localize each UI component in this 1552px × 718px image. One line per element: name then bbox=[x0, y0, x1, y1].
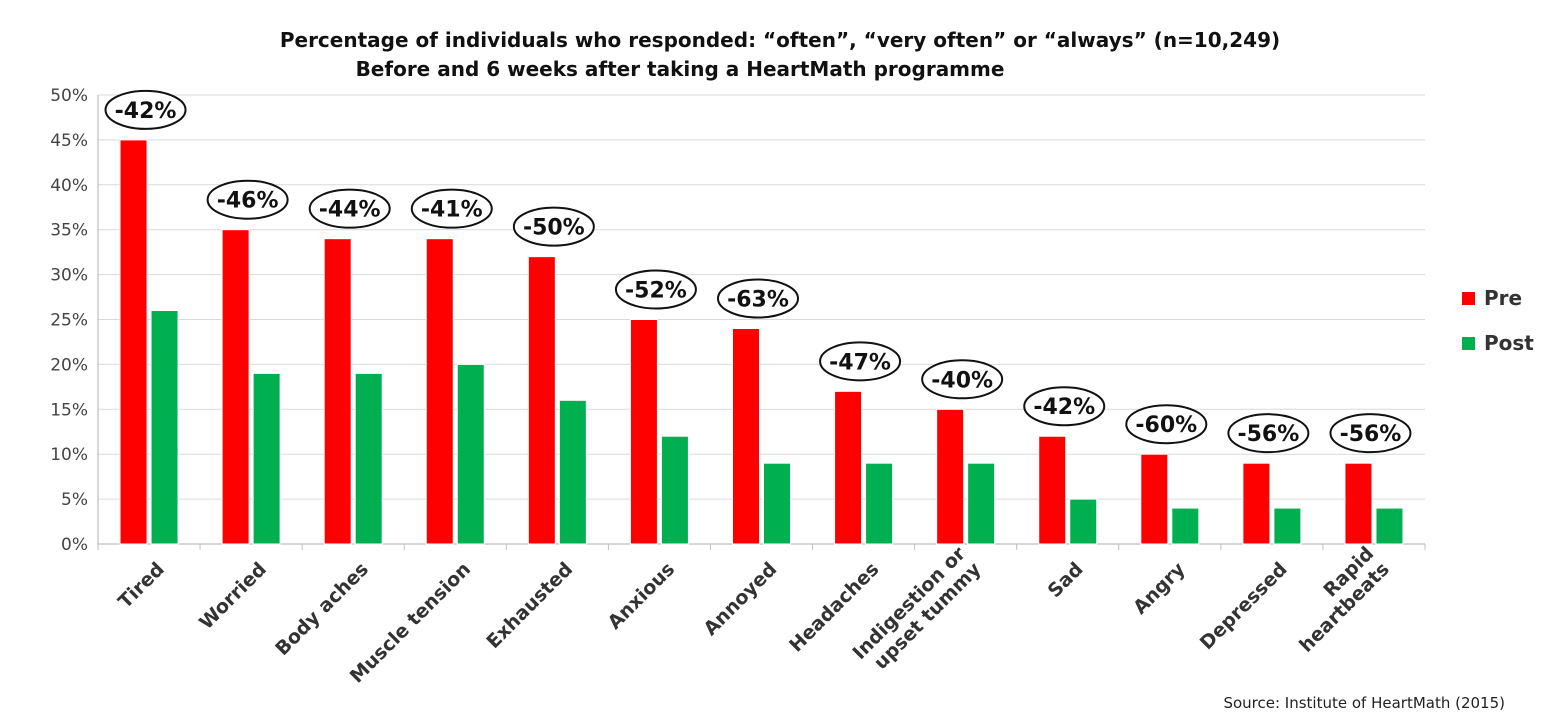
callout-ellipse bbox=[512, 206, 595, 247]
callout-ellipse bbox=[819, 341, 902, 382]
callout-ellipse bbox=[614, 269, 697, 310]
bar-post bbox=[763, 462, 791, 545]
callout-label: -56% bbox=[1237, 422, 1299, 447]
legend-label-pre: Pre bbox=[1484, 286, 1522, 310]
category-label: Angry bbox=[1129, 558, 1190, 619]
bar-post bbox=[252, 372, 281, 545]
y-tick-label: 45% bbox=[50, 131, 88, 151]
callout-label: -42% bbox=[1033, 395, 1095, 420]
y-tick-label: 30% bbox=[50, 266, 88, 286]
callout-label: -63% bbox=[727, 287, 789, 312]
y-tick-label: 25% bbox=[50, 311, 88, 331]
y-tick-label: 35% bbox=[50, 221, 88, 241]
category-label-line: Depressed bbox=[1196, 558, 1292, 654]
percent-change-callouts: -42% -46% -44% -41% -50% -52% -63% -47% -40% -42%… bbox=[104, 89, 1412, 454]
axes: 0% 5% 10% 15% 20% 25% 30% 35% 40% 45% 50% bbox=[50, 86, 1426, 555]
bar-pre bbox=[221, 229, 250, 545]
category-label: Depressed bbox=[1196, 558, 1292, 654]
callout-label: -47% bbox=[829, 350, 891, 375]
category-label: Body aches bbox=[271, 558, 373, 660]
source-note: Source: Institute of HeartMath (2015) bbox=[1223, 694, 1505, 712]
category-label-line: Body aches bbox=[271, 558, 373, 660]
category-label: Tired bbox=[114, 558, 169, 613]
category-label-line: Worried bbox=[195, 558, 271, 634]
bar-pre bbox=[834, 390, 863, 545]
y-tick-label: 0% bbox=[61, 535, 88, 555]
category-label: Anxious bbox=[604, 558, 680, 634]
bar-pre bbox=[119, 139, 148, 545]
category-label: Sad bbox=[1044, 558, 1088, 602]
bar-pre bbox=[323, 238, 352, 545]
bar-pre bbox=[527, 256, 556, 545]
bar-pre bbox=[732, 327, 760, 545]
y-tick-label: 15% bbox=[50, 400, 88, 420]
category-label-line: Angry bbox=[1129, 558, 1190, 619]
callout-ellipse bbox=[1227, 413, 1310, 454]
y-tick-label: 10% bbox=[50, 445, 88, 465]
bar-post bbox=[660, 435, 689, 545]
bar-pre bbox=[936, 408, 965, 545]
category-label-line: Sad bbox=[1044, 558, 1088, 602]
bar-pre bbox=[1344, 462, 1373, 545]
callout-ellipse bbox=[921, 359, 1004, 400]
callout-label: -42% bbox=[115, 99, 177, 124]
bar-post bbox=[1171, 507, 1200, 545]
callout-ellipse bbox=[1023, 386, 1106, 427]
bar-post bbox=[967, 462, 996, 545]
bars bbox=[119, 139, 1404, 545]
chart-subtitle: Before and 6 weeks after taking a HeartM… bbox=[356, 57, 1005, 81]
bar-post bbox=[150, 310, 179, 545]
y-tick-label: 20% bbox=[50, 355, 88, 375]
category-label-line: Anxious bbox=[604, 558, 680, 634]
gridlines bbox=[98, 94, 1425, 500]
bar-post bbox=[865, 462, 894, 545]
callout-ellipse bbox=[1125, 404, 1208, 445]
category-label: Annoyed bbox=[699, 558, 781, 640]
category-label: Exhausted bbox=[482, 558, 577, 653]
bar-post bbox=[456, 363, 485, 545]
legend-label-post: Post bbox=[1484, 331, 1534, 355]
legend: Pre Post bbox=[1462, 286, 1534, 355]
bar-post bbox=[1375, 507, 1404, 545]
bar-post bbox=[1273, 507, 1302, 545]
category-label-line: Annoyed bbox=[699, 558, 781, 640]
y-tick-label: 50% bbox=[50, 86, 88, 106]
callout-label: -60% bbox=[1135, 413, 1197, 438]
category-label-line: Exhausted bbox=[482, 558, 577, 653]
callout-ellipse bbox=[308, 188, 391, 229]
callout-label: -40% bbox=[931, 368, 993, 393]
bar-pre bbox=[1242, 462, 1271, 545]
callout-label: -46% bbox=[217, 189, 279, 214]
callout-ellipse bbox=[717, 278, 799, 319]
category-label: Worried bbox=[195, 558, 271, 634]
bar-post bbox=[558, 399, 587, 545]
callout-label: -56% bbox=[1340, 422, 1402, 447]
y-tick-label: 5% bbox=[61, 490, 88, 510]
y-tick-label: 40% bbox=[50, 176, 88, 196]
callout-ellipse bbox=[206, 179, 289, 220]
callout-label: -41% bbox=[421, 198, 483, 223]
legend-swatch-post bbox=[1462, 337, 1475, 350]
bar-post bbox=[354, 372, 383, 545]
callout-label: -52% bbox=[625, 279, 687, 304]
bar-pre bbox=[1038, 435, 1067, 545]
bar-post bbox=[1069, 498, 1098, 545]
bar-pre bbox=[629, 319, 658, 545]
callout-label: -44% bbox=[319, 198, 381, 223]
category-label: Rapidheartbeats bbox=[1280, 543, 1394, 657]
bar-pre bbox=[425, 238, 454, 545]
category-label-line: Tired bbox=[114, 558, 169, 613]
callout-ellipse bbox=[104, 89, 187, 130]
legend-swatch-pre bbox=[1462, 292, 1475, 305]
chart-title: Percentage of individuals who responded:… bbox=[280, 28, 1280, 52]
callout-ellipse bbox=[410, 188, 493, 229]
callout-label: -50% bbox=[523, 216, 585, 241]
bar-pre bbox=[1140, 453, 1169, 545]
callout-ellipse bbox=[1329, 413, 1412, 454]
